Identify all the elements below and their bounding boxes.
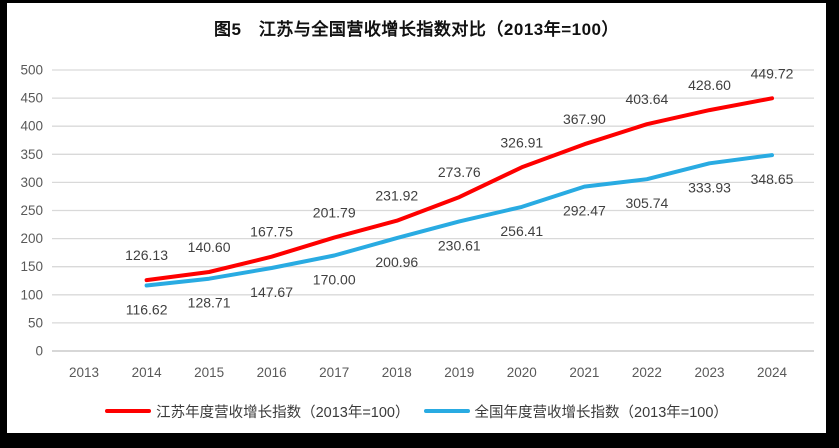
svg-text:2020: 2020: [507, 365, 537, 380]
svg-text:170.00: 170.00: [313, 272, 356, 288]
svg-text:2022: 2022: [632, 365, 662, 380]
legend-item-national: 全国年度营收增长指数（2013年=100）: [423, 401, 728, 422]
svg-text:403.64: 403.64: [625, 91, 668, 107]
svg-text:50: 50: [28, 315, 43, 330]
chart-title: 图5 江苏与全国营收增长指数对比（2013年=100）: [213, 20, 620, 39]
svg-text:231.92: 231.92: [375, 188, 418, 204]
national-line-swatch-icon: [423, 409, 470, 413]
gridlines: [52, 69, 814, 352]
svg-text:100: 100: [20, 287, 43, 302]
svg-text:116.62: 116.62: [126, 302, 168, 318]
y-axis-labels: 0 50 100 150 200 250 300 350 400 450 500: [20, 63, 43, 359]
svg-text:2013: 2013: [69, 365, 99, 380]
svg-text:273.76: 273.76: [438, 164, 481, 180]
svg-text:201.79: 201.79: [313, 205, 356, 221]
svg-text:128.71: 128.71: [188, 295, 231, 311]
svg-text:400: 400: [20, 119, 43, 134]
svg-text:305.74: 305.74: [625, 195, 668, 211]
data-labels-national: 116.62 128.71 147.67 170.00 200.96 230.61 256.…: [126, 171, 794, 317]
chart-legend: 江苏年度营收增长指数（2013年=100） 全国年度营收增长指数（2013年=1…: [7, 399, 826, 423]
series-line-jiangsu: [144, 96, 774, 283]
data-labels-jiangsu: 126.13 140.60 167.75 201.79 231.92 273.76 326.…: [125, 65, 793, 263]
chart-canvas: 图5 江苏与全国营收增长指数对比（2013年=100） 0 50 100 150 200…: [7, 3, 826, 433]
svg-text:292.47: 292.47: [563, 203, 606, 219]
svg-text:126.13: 126.13: [125, 247, 168, 263]
svg-text:428.60: 428.60: [688, 77, 731, 93]
svg-text:350: 350: [20, 147, 43, 162]
svg-text:250: 250: [20, 203, 43, 218]
svg-text:200: 200: [20, 231, 43, 246]
svg-text:2019: 2019: [444, 365, 474, 380]
svg-text:326.91: 326.91: [500, 134, 543, 150]
svg-text:256.41: 256.41: [500, 223, 543, 239]
svg-text:348.65: 348.65: [751, 171, 794, 187]
svg-text:150: 150: [20, 259, 43, 274]
svg-text:450: 450: [20, 91, 43, 106]
svg-text:147.67: 147.67: [250, 284, 293, 300]
svg-text:0: 0: [35, 344, 43, 359]
svg-text:140.60: 140.60: [188, 239, 231, 255]
svg-text:500: 500: [20, 63, 43, 78]
svg-text:200.96: 200.96: [375, 254, 418, 270]
x-axis-labels: 2013 2014 2015 2016 2017 2018 2019 2020 2021 2022…: [69, 365, 788, 380]
svg-text:2018: 2018: [382, 365, 412, 380]
jiangsu-line-swatch-icon: [105, 409, 152, 413]
svg-text:2015: 2015: [194, 365, 224, 380]
svg-text:2016: 2016: [257, 365, 287, 380]
svg-text:449.72: 449.72: [751, 65, 794, 81]
svg-text:2017: 2017: [319, 365, 349, 380]
legend-label-national: 全国年度营收增长指数（2013年=100）: [474, 404, 728, 421]
svg-text:2014: 2014: [132, 365, 163, 380]
svg-text:367.90: 367.90: [563, 111, 606, 127]
series-line-national: [144, 153, 774, 288]
svg-text:2024: 2024: [757, 365, 788, 380]
svg-text:300: 300: [20, 175, 43, 190]
legend-label-jiangsu: 江苏年度营收增长指数（2013年=100）: [156, 404, 410, 421]
svg-text:333.93: 333.93: [688, 179, 731, 195]
svg-text:2023: 2023: [694, 365, 724, 380]
legend-item-jiangsu: 江苏年度营收增长指数（2013年=100）: [105, 401, 410, 422]
svg-text:167.75: 167.75: [250, 224, 293, 240]
svg-text:230.61: 230.61: [438, 237, 481, 253]
svg-text:2021: 2021: [569, 365, 599, 380]
